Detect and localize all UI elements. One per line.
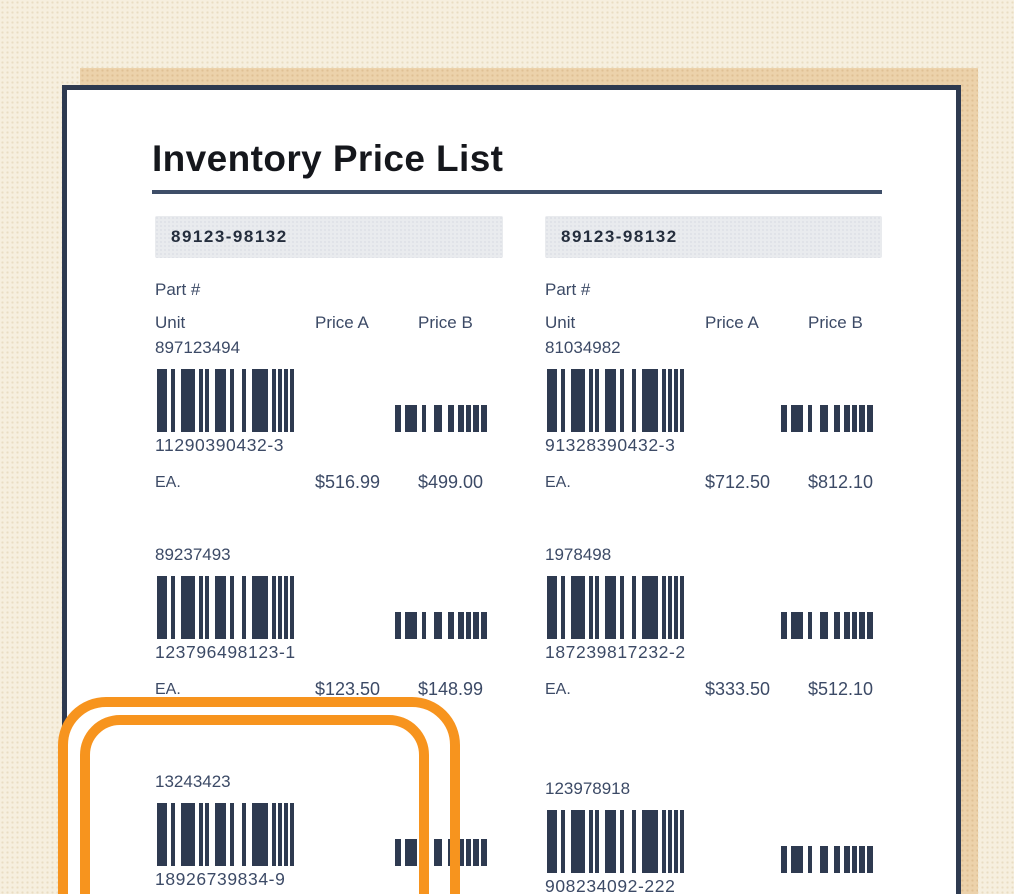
price-b-value: $148.99 [418, 679, 484, 699]
highlight-annotation-outer [58, 697, 460, 894]
barcode-value: 18926739834-9 [155, 869, 286, 889]
column-header-price-a: Price A [315, 313, 369, 332]
column-header-price-b: Price B [418, 313, 473, 332]
price-a-value: $516.99 [315, 472, 381, 492]
column-header-price-a: Price A [705, 313, 759, 332]
barcode-small-icon [781, 612, 874, 639]
barcode-value: 11290390432-3 [155, 435, 285, 455]
range-label: 89123-98132 [171, 227, 288, 246]
unit-of-measure: EA. [545, 681, 571, 698]
part-number: 123978918 [545, 779, 631, 798]
part-number: 89237493 [155, 545, 231, 564]
barcode-large-icon [157, 576, 294, 639]
page-title: Inventory Price List [152, 138, 504, 179]
barcode-small-icon [395, 612, 488, 639]
barcode-large-icon [547, 810, 684, 873]
title-underline [152, 190, 882, 194]
range-header-left: 89123-98132 [155, 216, 503, 258]
part-number: 1978498 [545, 545, 612, 564]
highlight-annotation-inner [80, 715, 429, 894]
price-a-value: $123.50 [315, 679, 381, 699]
unit-of-measure: EA. [155, 681, 181, 698]
price-b-value: $499.00 [418, 472, 484, 492]
column-header-price-b: Price B [808, 313, 863, 332]
part-number: 897123494 [155, 338, 241, 357]
barcode-value: 123796498123-1 [155, 642, 296, 662]
barcode-large-icon [157, 369, 294, 432]
price-a-value: $712.50 [705, 472, 771, 492]
column-header-part: Part # [155, 280, 201, 299]
barcode-value: 908234092-222 [545, 876, 676, 894]
barcode-value: 187239817232-2 [545, 642, 686, 662]
barcode-large-icon [547, 369, 684, 432]
unit-of-measure: EA. [155, 474, 181, 491]
price-b-value: $812.10 [808, 472, 874, 492]
column-header-unit: Unit [545, 313, 576, 332]
barcode-large-icon [157, 803, 294, 866]
barcode-small-icon [781, 405, 874, 432]
barcode-large-icon [547, 576, 684, 639]
barcode-small-icon [781, 846, 874, 873]
range-header-right: 89123-98132 [545, 216, 882, 258]
part-number: 81034982 [545, 338, 621, 357]
unit-of-measure: EA. [545, 474, 571, 491]
column-header-unit: Unit [155, 313, 186, 332]
price-b-value: $512.10 [808, 679, 874, 699]
range-label: 89123-98132 [561, 227, 678, 246]
barcode-value: 91328390432-3 [545, 435, 676, 455]
column-header-part: Part # [545, 280, 591, 299]
price-a-value: $333.50 [705, 679, 771, 699]
barcode-small-icon [395, 405, 488, 432]
part-number: 13243423 [155, 772, 231, 791]
